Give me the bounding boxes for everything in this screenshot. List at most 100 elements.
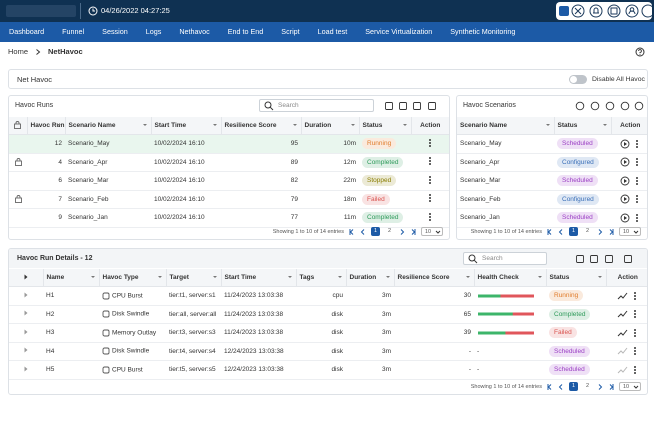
expand-toggle[interactable] [23, 273, 29, 281]
trend-icon[interactable] [617, 328, 628, 338]
toolbar-icons[interactable] [556, 2, 654, 20]
breadcrumb-item[interactable]: Home [8, 47, 29, 56]
trend-icon[interactable] [617, 365, 628, 375]
kebab-menu[interactable] [631, 346, 639, 356]
page-arrow[interactable] [608, 383, 614, 391]
nav-item[interactable]: Service Virtualization [365, 27, 433, 36]
toolbar-icon[interactable] [605, 101, 615, 111]
search-box[interactable]: Search [259, 99, 374, 112]
kebab-menu[interactable] [633, 139, 641, 149]
expand-toggle[interactable] [23, 291, 29, 299]
toolbar-icon[interactable] [623, 254, 633, 264]
run-button[interactable] [620, 157, 630, 167]
toolbar-icon[interactable] [604, 254, 614, 264]
page-arrow[interactable] [558, 383, 564, 391]
kebab-menu[interactable] [631, 291, 639, 301]
toolbar-icon[interactable] [398, 101, 408, 111]
page-button[interactable]: 2 [585, 228, 590, 234]
toolbar-icon[interactable] [412, 101, 422, 111]
nav-item[interactable]: Funnel [62, 27, 85, 36]
nav-item[interactable]: Logs [145, 27, 162, 36]
trend-icon[interactable] [617, 309, 628, 319]
toolbar-icon[interactable] [620, 101, 630, 111]
run-button[interactable] [620, 194, 630, 204]
page-button[interactable]: 2 [387, 228, 392, 234]
expand-toggle[interactable] [23, 328, 29, 336]
action-cell [411, 153, 449, 172]
expand-toggle[interactable] [23, 309, 29, 317]
table-row[interactable]: Scenario_Mar Scheduled [457, 171, 647, 191]
table-row[interactable]: H4 Disk Swindle tier:t4, server:s4 12/24/20… [9, 342, 647, 361]
toggle[interactable] [569, 75, 587, 84]
page-arrow[interactable] [547, 228, 553, 236]
page-button[interactable]: 1 [371, 227, 380, 236]
table-row[interactable]: Scenario_Feb Configured [457, 190, 647, 209]
kebab-menu[interactable] [426, 138, 434, 148]
table-row[interactable]: 12 Scenario_May 10/02/2024 16:10 95 10m Runni… [9, 134, 449, 154]
page-arrow[interactable] [360, 228, 366, 236]
kebab-menu[interactable] [426, 193, 434, 203]
nav-item[interactable]: Load test [317, 27, 348, 36]
page-arrow[interactable] [410, 228, 416, 236]
kebab-menu[interactable] [633, 176, 641, 186]
page-arrow[interactable] [558, 228, 564, 236]
nav-item[interactable]: Script [281, 27, 300, 36]
run-button[interactable] [620, 176, 630, 186]
table-row[interactable]: Scenario_Jan Scheduled [457, 208, 647, 228]
table-row[interactable]: 6 Scenario_Mar 10/02/2024 16:10 82 22m Stoppe… [9, 171, 449, 191]
expand-toggle[interactable] [23, 365, 29, 373]
table-row[interactable]: 7 Scenario_Feb 10/02/2024 16:10 79 18m Failed [9, 190, 449, 209]
table-row[interactable]: H2 Disk Swindle tier:all, server:all 11/24/… [9, 305, 647, 324]
nav-item[interactable]: Synthetic Monitoring [450, 27, 516, 36]
table-row[interactable]: Scenario_May Scheduled [457, 134, 647, 154]
kebab-menu[interactable] [633, 194, 641, 204]
table-row[interactable]: 9 Scenario_Jan 10/02/2024 16:10 77 11m Comple… [9, 208, 449, 228]
nav-item[interactable]: Session [102, 27, 128, 36]
kebab-menu[interactable] [631, 365, 639, 375]
health-bar [478, 312, 534, 316]
toolbar-icon[interactable] [575, 254, 585, 264]
run-button[interactable] [620, 139, 630, 149]
search-box[interactable]: Search [463, 252, 547, 265]
run-button[interactable] [620, 213, 630, 223]
kebab-menu[interactable] [633, 157, 641, 167]
toolbar-icon[interactable] [634, 101, 644, 111]
page-button[interactable]: 1 [569, 227, 578, 236]
kebab-menu[interactable] [426, 175, 434, 185]
havoc-type: CPU Burst [112, 366, 143, 374]
toolbar-icon[interactable] [575, 101, 585, 111]
help-icon[interactable] [635, 47, 645, 57]
page-size-select[interactable]: 10 [619, 227, 641, 236]
kebab-menu[interactable] [633, 213, 641, 223]
table-row[interactable]: Scenario_Apr Configured [457, 153, 647, 172]
nav-item[interactable]: Dashboard [9, 27, 45, 36]
trend-icon[interactable] [617, 346, 628, 356]
page-arrow[interactable] [399, 228, 405, 236]
kebab-menu[interactable] [631, 309, 639, 319]
page-arrow[interactable] [349, 228, 355, 236]
kebab-menu[interactable] [426, 156, 434, 166]
page-button[interactable]: 2 [585, 383, 590, 389]
toolbar-icon[interactable] [427, 101, 437, 111]
kebab-menu[interactable] [426, 212, 434, 222]
trend-icon[interactable] [617, 291, 628, 301]
table-row[interactable]: 4 Scenario_Apr 10/02/2024 16:10 89 12m Comple… [9, 153, 449, 172]
table-row[interactable]: H3 Memory Outlay tier:t3, server:s3 11/24/2… [9, 323, 647, 343]
nav-item[interactable]: End to End [227, 27, 264, 36]
toolbar-icon[interactable] [590, 101, 600, 111]
page-button[interactable]: 1 [569, 382, 578, 391]
page-arrow[interactable] [608, 228, 614, 236]
page-size-select[interactable]: 10 [421, 227, 443, 236]
toolbar [556, 2, 654, 20]
kebab-menu[interactable] [631, 328, 639, 338]
toolbar-icon[interactable] [384, 101, 394, 111]
expand-toggle[interactable] [23, 346, 29, 354]
toolbar-icon[interactable] [589, 254, 599, 264]
page-arrow[interactable] [547, 383, 553, 391]
nav-item[interactable]: Nethavoc [179, 27, 210, 36]
page-size-select[interactable]: 10 [619, 382, 641, 391]
table-row[interactable]: H5 CPU Burst tier:t5, server:s5 12/24/2023 … [9, 360, 647, 380]
page-arrow[interactable] [597, 383, 603, 391]
table-row[interactable]: H1 CPU Burst tier:t1, server:s1 11/24/2023 … [9, 286, 647, 306]
page-arrow[interactable] [597, 228, 603, 236]
